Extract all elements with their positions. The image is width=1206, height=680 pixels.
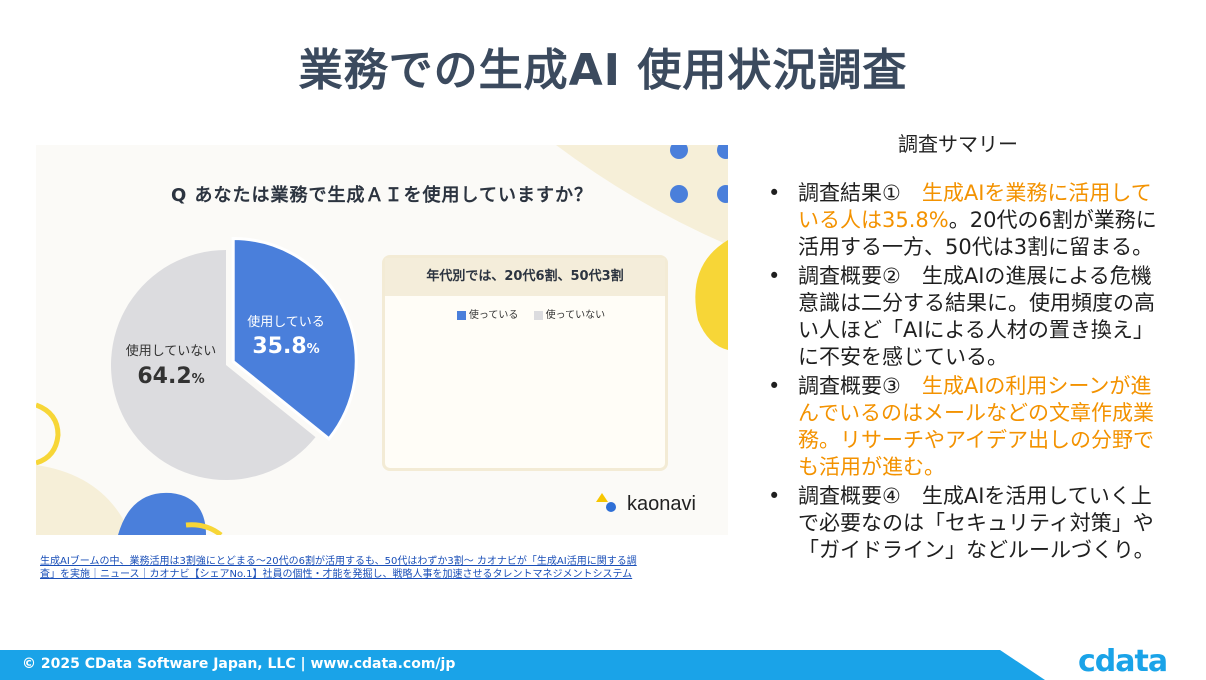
summary-list: • 調査結果① 生成AIを業務に活用している人は35.8%。20代の6割が業務に活… [768, 180, 1168, 566]
decor-beige-corner [36, 465, 131, 535]
decor-dot [717, 145, 728, 159]
decor-yellow-stroke [185, 522, 223, 535]
age-legend: 使っている 使っていない [385, 306, 665, 321]
decor-dot [670, 145, 688, 159]
decor-yellow-shape [695, 240, 728, 350]
cdata-logo: cdata [1078, 644, 1168, 679]
footer-band [0, 650, 1045, 680]
summary-highlight: 生成AIを業務に活用している人は35.8% [798, 181, 1152, 232]
decor-yellow-arc [36, 402, 61, 466]
age-breakdown-box: 年代別では、20代6割、50代3割 使っている 使っていない [382, 255, 668, 471]
summary-highlight: 生成AIの利用シーンが進んでいるのはメールなどの文章作成業務。リサーチやアイデア… [798, 374, 1154, 479]
summary-item: • 調査概要② 生成AIの進展による危機意識は二分する結果に。使用頻度の高い人ほど… [768, 264, 1155, 369]
pie-slice-used [231, 237, 358, 441]
age-breakdown-title: 年代別では、20代6割、50代3割 [385, 258, 665, 296]
decor-dot [717, 185, 728, 203]
summary-item: • 調査概要④ 生成AIを活用していく上で必要なのは「セキュリティ対策」や「ガイド… [768, 484, 1155, 562]
decor-blue-blob [118, 492, 206, 535]
summary-item: • 調査結果① 生成AIを業務に活用している人は35.8%。20代の6割が業務に活… [768, 181, 1157, 259]
source-link[interactable]: 生成AIブームの中、業務活用は3割強にとどまる～20代の6割が活用するも、50代… [40, 556, 637, 580]
footer-copyright: © 2025 CData Software Japan, LLC | www.c… [22, 656, 456, 672]
pie-slice-not-used [110, 250, 316, 480]
decor-dot [670, 185, 688, 203]
footer-bar: © 2025 CData Software Japan, LLC | www.c… [0, 650, 1206, 680]
summary-item: • 調査概要③ 生成AIの利用シーンが進んでいるのはメールなどの文章作成業務。リサ… [768, 374, 1154, 479]
legend-swatch-used [456, 310, 466, 320]
pie-label-used-value: 35.8% [252, 334, 319, 359]
pie-label-used-name: 使用している [247, 314, 325, 330]
decor-beige-shape [556, 145, 728, 245]
legend-not-used: 使っていない [545, 310, 606, 321]
page-title: 業務での生成AI 使用状況調査 [298, 45, 908, 96]
question-title: Q あなたは業務で生成ＡＩを使用していますか？ [170, 185, 594, 206]
legend-used: 使っている [468, 310, 519, 321]
kaonavi-logo-text: kaonavi [627, 493, 696, 515]
kaonavi-logo-icon [596, 493, 616, 512]
legend-swatch-not-used [533, 310, 543, 320]
summary-heading: 調査サマリー [898, 132, 1018, 156]
pie-label-not-used-name: 使用していない [126, 343, 217, 359]
